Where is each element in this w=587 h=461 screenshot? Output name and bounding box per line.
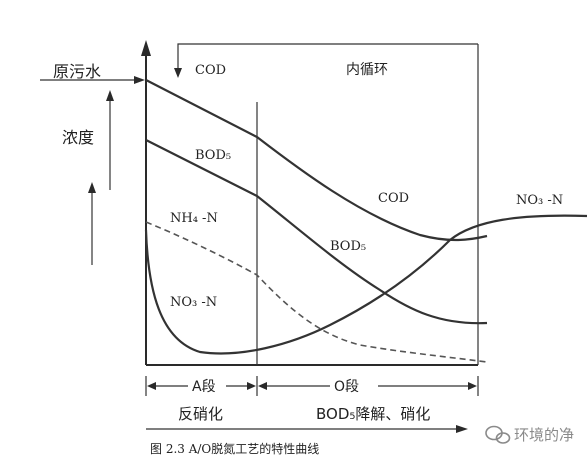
concentration-arrows	[88, 90, 114, 265]
o-span-right-arrow-icon	[468, 382, 477, 390]
no3-n-right-label: NO₃ -N	[516, 193, 563, 208]
watermark-text: 环境的净	[514, 426, 574, 444]
o-stage-label: O段	[334, 379, 359, 395]
nh4-n-label: NH₄ -N	[170, 211, 218, 226]
y-axis-arrow-icon	[141, 40, 151, 56]
flow-arrow-icon	[456, 425, 468, 433]
bod5-curve	[145, 139, 488, 325]
nh4-n-curve	[145, 221, 488, 363]
flow-direction-arrow	[146, 425, 468, 433]
figure-caption: 图 2.3 A/O脱氮工艺的特性曲线	[150, 441, 319, 456]
no3-n-curve	[144, 214, 587, 355]
concentration-arrow-left-icon	[88, 182, 96, 193]
a-stage-label: A段	[192, 379, 216, 395]
recycle-loop-line	[177, 43, 478, 70]
plot-frame	[141, 40, 479, 366]
internal-recycle-label: 内循环	[346, 62, 388, 78]
stage-spans	[145, 376, 479, 396]
a-span-left-arrow-icon	[147, 382, 156, 390]
watermark: 环境的净	[485, 425, 574, 444]
recycle-arrow-icon	[174, 68, 182, 78]
bod-degradation-label: BOD₅降解、硝化	[316, 405, 430, 423]
curves	[144, 79, 587, 363]
cod-curve	[145, 79, 488, 242]
concentration-arrow-right-icon	[106, 90, 114, 101]
cod-top-label: COD	[195, 63, 226, 78]
concentration-label: 浓度	[62, 128, 94, 147]
internal-recycle-arrow	[174, 43, 478, 78]
raw-water-arrow-icon	[134, 76, 145, 84]
a-span-right-arrow-icon	[247, 382, 256, 390]
bod5-upper-label: BOD₅	[195, 148, 231, 163]
o-span-left-arrow-icon	[258, 382, 267, 390]
raw-water-label: 原污水	[53, 62, 101, 81]
raw-water-arrow	[40, 76, 145, 84]
wechat-icon	[485, 425, 511, 444]
cod-right-label: COD	[378, 191, 409, 206]
no3-n-left-label: NO₃ -N	[170, 295, 217, 310]
bod5-right-label: BOD₅	[330, 239, 366, 254]
denitrification-label: 反硝化	[178, 405, 223, 423]
